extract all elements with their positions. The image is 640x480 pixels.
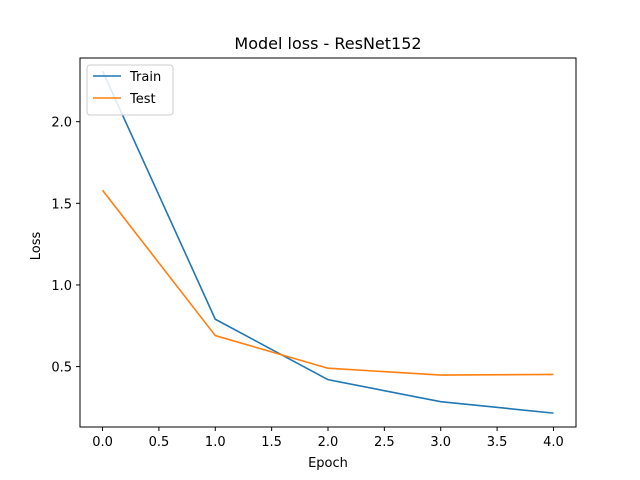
y-axis-label: Loss xyxy=(29,232,44,261)
legend: Train Test xyxy=(86,64,174,116)
legend-box xyxy=(86,64,174,116)
plot-area xyxy=(79,57,577,428)
x-tick-label: 0.0 xyxy=(92,435,113,450)
legend-label-train: Train xyxy=(129,70,161,85)
x-tick-label: 2.0 xyxy=(318,435,339,450)
chart-title: Model loss - ResNet152 xyxy=(234,34,421,53)
x-tick-label: 3.0 xyxy=(430,435,451,450)
x-tick-label: 3.5 xyxy=(487,435,508,450)
legend-label-test: Test xyxy=(129,92,156,107)
x-axis-ticks: 0.0 0.5 1.0 1.5 2.0 2.5 3.0 3.5 4.0 xyxy=(92,427,564,450)
x-tick-label: 4.0 xyxy=(543,435,564,450)
y-tick-label: 1.0 xyxy=(51,279,72,294)
y-tick-label: 2.0 xyxy=(51,116,72,131)
series-line-test xyxy=(101,189,554,376)
y-axis-ticks: 0.5 1.0 1.5 2.0 xyxy=(51,116,80,376)
plot-background xyxy=(80,58,576,427)
y-tick-label: 1.5 xyxy=(51,197,72,212)
x-tick-label: 2.5 xyxy=(374,435,395,450)
x-tick-label: 1.5 xyxy=(261,435,282,450)
y-tick-label: 0.5 xyxy=(51,361,72,376)
series-lines xyxy=(101,70,554,414)
x-tick-label: 0.5 xyxy=(149,435,170,450)
x-axis-label: Epoch xyxy=(308,456,348,471)
x-tick-label: 1.0 xyxy=(205,435,226,450)
series-line-train xyxy=(101,70,554,414)
